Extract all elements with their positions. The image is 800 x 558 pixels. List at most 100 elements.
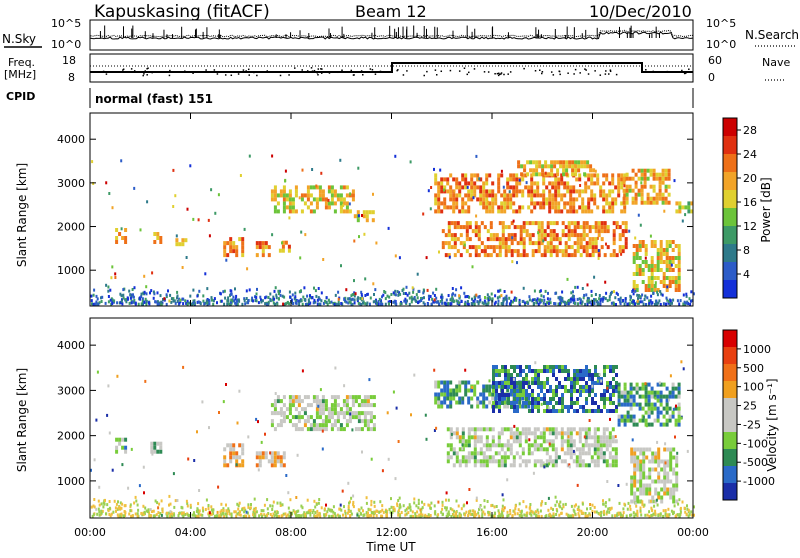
range-cell (485, 189, 488, 193)
range-cell (522, 369, 525, 373)
range-cell (666, 488, 669, 492)
range-cell (520, 237, 523, 241)
clutter-cell (246, 297, 248, 300)
range-cell (504, 455, 507, 459)
clutter-cell (611, 514, 613, 517)
range-cell (510, 435, 513, 439)
clutter-cell (561, 291, 563, 294)
range-cell (648, 472, 651, 476)
range-cell (434, 393, 437, 397)
range-cell (633, 280, 636, 284)
nave-dot (605, 70, 607, 72)
range-cell (558, 431, 561, 435)
range-cell (602, 209, 605, 213)
clutter-cell (379, 500, 381, 503)
range-cell (555, 393, 558, 397)
range-cell (542, 197, 545, 201)
noise-cell (416, 293, 418, 296)
range-cell (274, 189, 277, 193)
clutter-cell (134, 286, 136, 289)
range-cell (537, 381, 540, 385)
colorbar-swatch (723, 154, 737, 173)
range-cell (618, 403, 621, 407)
clutter-cell (101, 300, 103, 303)
noise-cell (413, 374, 415, 377)
clutter-cell (607, 508, 609, 511)
range-cell (615, 373, 618, 377)
range-cell (331, 197, 334, 201)
clutter-cell (157, 291, 159, 294)
range-cell (669, 280, 672, 284)
range-cell (651, 407, 654, 411)
noise-cell (634, 237, 636, 240)
clutter-cell (201, 514, 203, 517)
range-cell (579, 405, 582, 409)
range-cell (594, 443, 597, 447)
noise-cell (388, 458, 390, 461)
clutter-cell (667, 508, 669, 511)
range-cell (641, 169, 644, 173)
range-cell (602, 197, 605, 201)
clutter-cell (187, 303, 189, 306)
range-cell (593, 193, 596, 197)
clutter-cell (123, 297, 125, 300)
range-cell (551, 201, 554, 205)
range-cell (538, 225, 541, 229)
range-cell (687, 205, 690, 209)
range-cell (595, 249, 598, 253)
clutter-cell (370, 503, 372, 506)
nave-dot (584, 68, 586, 70)
clutter-cell (304, 513, 306, 516)
range-cell (571, 229, 574, 233)
range-cell (274, 197, 277, 201)
range-cell (624, 415, 627, 419)
range-cell (564, 405, 567, 409)
clutter-cell (570, 298, 572, 301)
nave-dot (317, 74, 319, 76)
range-cell (507, 439, 510, 443)
clutter-cell (535, 514, 537, 517)
range-cell (516, 409, 519, 413)
range-cell (645, 395, 648, 399)
clutter-cell (572, 515, 574, 518)
noise-cell (599, 373, 601, 376)
nave-dot (307, 70, 309, 72)
clutter-cell (340, 302, 342, 305)
clutter-cell (121, 507, 123, 510)
velocity-ylabel: Slant Range [km] (15, 368, 29, 472)
range-cell (548, 181, 551, 185)
range-cell (474, 439, 477, 443)
range-cell (289, 189, 292, 193)
range-cell (633, 464, 636, 468)
range-cell (455, 177, 458, 181)
range-cell (262, 245, 265, 249)
noise-cell (353, 279, 355, 282)
range-cell (478, 229, 481, 233)
range-cell (519, 435, 522, 439)
clutter-cell (400, 302, 402, 305)
range-cell (553, 221, 556, 225)
nave-dot (559, 71, 561, 73)
range-cell (540, 459, 543, 463)
clutter-cell (407, 511, 409, 514)
range-cell (569, 205, 572, 209)
noise-cell (573, 450, 575, 453)
range-cell (271, 189, 274, 193)
range-cell (624, 391, 627, 395)
clutter-cell (191, 303, 193, 306)
range-cell (657, 456, 660, 460)
range-cell (115, 228, 118, 232)
clutter-cell (423, 296, 425, 299)
range-cell (555, 409, 558, 413)
range-cell (583, 229, 586, 233)
range-cell (262, 451, 265, 455)
range-cell (492, 459, 495, 463)
range-cell (546, 377, 549, 381)
range-cell (669, 460, 672, 464)
range-cell (515, 185, 518, 189)
range-cell (518, 205, 521, 209)
range-cell (564, 459, 567, 463)
range-cell (464, 181, 467, 185)
clutter-cell (636, 510, 638, 513)
range-cell (566, 209, 569, 213)
